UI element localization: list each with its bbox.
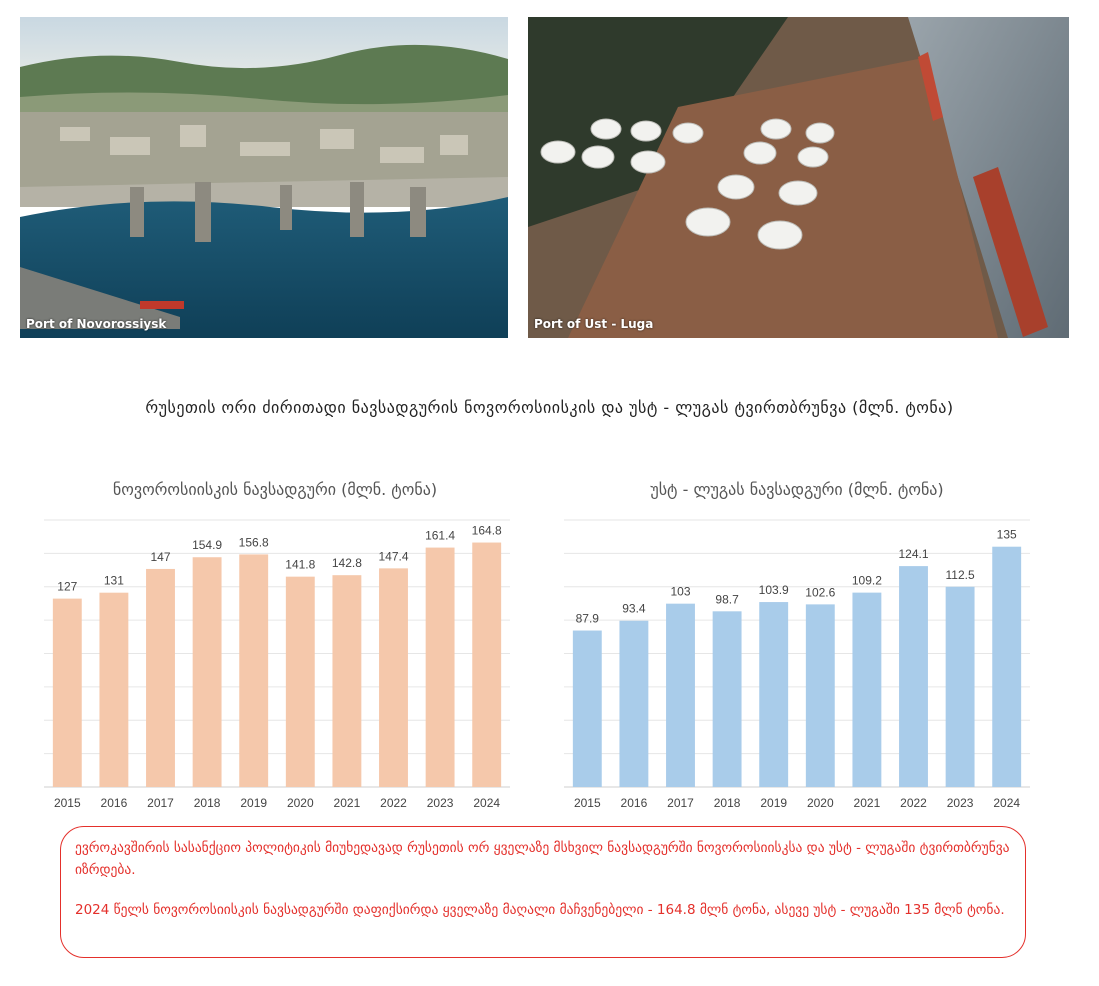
- ust-luga-bar-chart: 87.9 2015 93.4 2016 103 2017 98.7 2018 103.9 2019…: [564, 519, 1030, 810]
- ust-luga-chart-title: უსტ - ლუგას ნავსადგური (მლნ. ტონა): [650, 480, 944, 499]
- ust-luga-bar-2023: [945, 586, 975, 787]
- novorossiysk-value-label-2018: 154.9: [192, 538, 222, 552]
- novorossiysk-tick-label-2017: 2017: [147, 796, 174, 810]
- ust-luga-value-label-2018: 98.7: [715, 592, 739, 606]
- novorossiysk-bar-2020: [285, 576, 315, 787]
- novorossiysk-tick-label-2020: 2020: [287, 796, 314, 810]
- ust-luga-tick-label-2023: 2023: [947, 796, 974, 810]
- novorossiysk-tick-label-2015: 2015: [54, 796, 81, 810]
- novorossiysk-tick-label-2023: 2023: [427, 796, 454, 810]
- ust-luga-tick-label-2020: 2020: [807, 796, 834, 810]
- novorossiysk-tick-label-2019: 2019: [240, 796, 267, 810]
- novorossiysk-value-label-2017: 147: [150, 550, 170, 564]
- novorossiysk-bar-2021: [332, 575, 362, 787]
- summary-note-paragraph-1: ევროკავშირის სასანქციო პოლიტიკის მიუხედა…: [75, 840, 1010, 878]
- ust-luga-bar-2018: [712, 611, 742, 787]
- novorossiysk-value-label-2024: 164.8: [472, 524, 502, 538]
- novorossiysk-value-label-2015: 127: [57, 580, 77, 594]
- novorossiysk-value-label-2021: 142.8: [332, 556, 362, 570]
- ust-luga-port-photo: Port of Ust - Luga: [528, 17, 1069, 338]
- ust-luga-tick-label-2018: 2018: [714, 796, 741, 810]
- novorossiysk-tick-label-2024: 2024: [473, 796, 500, 810]
- ust-luga-bar-2015: [572, 630, 602, 787]
- novorossiysk-value-label-2019: 156.8: [239, 535, 269, 549]
- novorossiysk-tick-label-2018: 2018: [194, 796, 221, 810]
- ust-luga-tick-label-2024: 2024: [993, 796, 1020, 810]
- ust-luga-bar-2021: [852, 592, 882, 787]
- novorossiysk-bar-2018: [192, 557, 222, 787]
- ust-luga-port-image: [528, 17, 1069, 338]
- novorossiysk-port-image: [20, 17, 508, 338]
- novorossiysk-bar-2015: [52, 598, 82, 787]
- novorossiysk-bar-chart: 127 2015 131 2016 147 2017 154.9 2018 156.8 2019 1…: [44, 519, 510, 810]
- novorossiysk-port-photo: Port of Novorossiysk: [20, 17, 508, 338]
- ust-luga-value-label-2021: 109.2: [852, 574, 882, 588]
- ust-luga-bar-2022: [899, 566, 928, 787]
- novorossiysk-value-label-2023: 161.4: [425, 529, 455, 543]
- ust-luga-tick-label-2017: 2017: [667, 796, 694, 810]
- ust-luga-tick-label-2022: 2022: [900, 796, 927, 810]
- novorossiysk-bar-2019: [239, 554, 269, 787]
- novorossiysk-tick-label-2016: 2016: [101, 796, 128, 810]
- ust-luga-bar-2024: [992, 546, 1022, 787]
- novorossiysk-value-label-2016: 131: [104, 574, 124, 588]
- ust-luga-value-label-2016: 93.4: [622, 602, 646, 616]
- ust-luga-value-label-2019: 103.9: [759, 583, 789, 597]
- novorossiysk-bar-2024: [472, 542, 502, 787]
- novorossiysk-bar-2023: [425, 547, 455, 787]
- ust-luga-tick-label-2019: 2019: [760, 796, 787, 810]
- ust-luga-value-label-2017: 103: [670, 585, 690, 599]
- ust-luga-value-label-2015: 87.9: [576, 612, 600, 626]
- novorossiysk-chart-title: ნოვოროსიისკის ნავსადგური (მლნ. ტონა): [112, 480, 438, 499]
- novorossiysk-value-label-2020: 141.8: [285, 558, 315, 572]
- ust-luga-bar-2017: [666, 603, 695, 787]
- ust-luga-bar-2019: [759, 602, 789, 787]
- ust-luga-value-label-2022: 124.1: [898, 547, 928, 561]
- ust-luga-tick-label-2021: 2021: [854, 796, 881, 810]
- main-title: რუსეთის ორი ძირითადი ნავსადგურის ნოვოროს…: [145, 398, 954, 417]
- ust-luga-tick-label-2016: 2016: [621, 796, 648, 810]
- ust-luga-bar-2016: [619, 620, 649, 787]
- novorossiysk-bar-2017: [146, 568, 175, 787]
- novorossiysk-tick-label-2022: 2022: [380, 796, 407, 810]
- ust-luga-value-label-2024: 135: [997, 528, 1017, 542]
- novorossiysk-bar-2016: [99, 592, 129, 787]
- ust-luga-tick-label-2015: 2015: [574, 796, 601, 810]
- novorossiysk-tick-label-2021: 2021: [334, 796, 361, 810]
- ust-luga-bar-2020: [805, 604, 835, 787]
- novorossiysk-bar-2022: [379, 568, 408, 787]
- ust-luga-photo-caption: Port of Ust - Luga: [534, 317, 654, 331]
- summary-note-paragraph-2: 2024 წელს ნოვოროსიისკის ნავსადგურში დაფი…: [75, 902, 1005, 918]
- novorossiysk-photo-caption: Port of Novorossiysk: [26, 317, 167, 331]
- ust-luga-value-label-2020: 102.6: [805, 585, 835, 599]
- summary-note: ევროკავშირის სასანქციო პოლიტიკის მიუხედა…: [60, 826, 1026, 958]
- novorossiysk-value-label-2022: 147.4: [378, 549, 408, 563]
- ust-luga-value-label-2023: 112.5: [946, 568, 975, 582]
